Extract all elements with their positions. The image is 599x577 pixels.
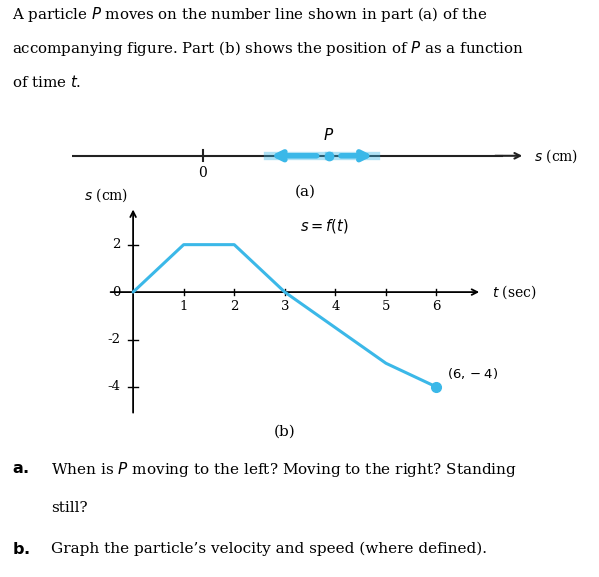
Text: $s$ (cm): $s$ (cm) <box>84 187 128 204</box>
Text: 3: 3 <box>280 301 289 313</box>
Text: $P$: $P$ <box>323 128 334 143</box>
Text: 5: 5 <box>382 301 390 313</box>
Text: 4: 4 <box>331 301 340 313</box>
Text: $(6, -4)$: $(6, -4)$ <box>447 366 498 381</box>
Text: $s$ (cm): $s$ (cm) <box>534 147 579 164</box>
Text: 1: 1 <box>180 301 188 313</box>
Text: of time $t$.: of time $t$. <box>12 74 81 90</box>
Text: When is $P$ moving to the left? Moving to the right? Standing: When is $P$ moving to the left? Moving t… <box>51 460 517 479</box>
Text: $s = f(t)$: $s = f(t)$ <box>300 217 349 235</box>
Text: (a): (a) <box>295 185 316 199</box>
Text: -2: -2 <box>107 333 120 346</box>
Text: Graph the particle’s velocity and speed (where defined).: Graph the particle’s velocity and speed … <box>51 541 487 556</box>
Text: $\mathbf{a.}$: $\mathbf{a.}$ <box>12 460 29 477</box>
Text: $\mathbf{b.}$: $\mathbf{b.}$ <box>12 541 30 559</box>
Text: 2: 2 <box>230 301 238 313</box>
Text: -4: -4 <box>107 380 120 394</box>
Text: 6: 6 <box>432 301 441 313</box>
Text: A particle $P$ moves on the number line shown in part (a) of the: A particle $P$ moves on the number line … <box>12 5 488 24</box>
Text: 2: 2 <box>112 238 120 251</box>
Text: $t$ (sec): $t$ (sec) <box>492 283 537 301</box>
Text: accompanying figure. Part (b) shows the position of $P$ as a function: accompanying figure. Part (b) shows the … <box>12 39 524 58</box>
Text: still?: still? <box>51 501 87 515</box>
Text: 0: 0 <box>112 286 120 298</box>
Text: (b): (b) <box>274 425 296 439</box>
Text: 0: 0 <box>198 166 207 180</box>
